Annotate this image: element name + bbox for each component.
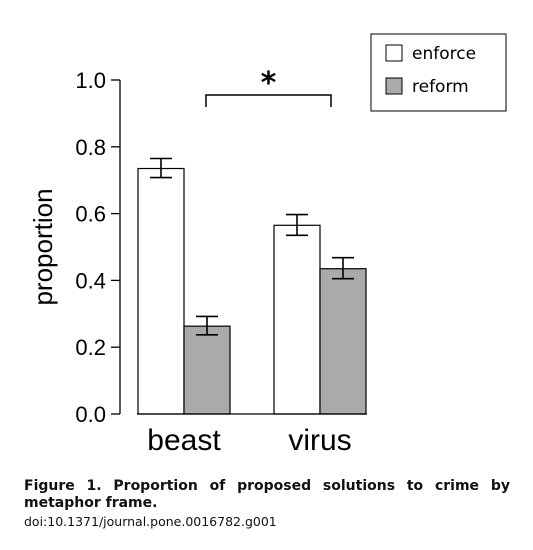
legend-label-reform: reform <box>412 77 469 97</box>
x-tick-label-beast: beast <box>147 424 221 457</box>
y-tick-label-5: 1.0 <box>75 68 106 93</box>
bar-enforce-beast <box>137 167 185 415</box>
significance-marker: * <box>261 66 277 101</box>
x-tick-label-virus: virus <box>288 424 351 457</box>
figure-caption: Figure 1. Proportion of proposed solutio… <box>24 478 510 530</box>
y-tick-label-0: 0.0 <box>75 402 106 427</box>
y-axis-label: proportion <box>28 188 58 305</box>
y-tick-label-3: 0.6 <box>75 202 106 227</box>
y-axis: 0.0 0.2 0.4 0.6 0.8 1.0 proportion <box>28 68 121 427</box>
caption-title: Figure 1. Proportion of proposed solutio… <box>24 478 510 511</box>
bars <box>137 167 367 415</box>
legend-swatch-enforce <box>385 44 403 62</box>
y-tick-label-2: 0.4 <box>75 268 106 293</box>
caption-doi: doi:10.1371/journal.pone.0016782.g001 <box>24 514 277 529</box>
y-tick-label-4: 0.8 <box>75 135 106 160</box>
error-bars <box>150 157 354 336</box>
bar-reform-beast <box>183 325 231 415</box>
x-axis: beast virus <box>137 413 367 457</box>
significance-bracket: * <box>205 66 332 107</box>
y-tick-label-1: 0.2 <box>75 335 106 360</box>
bar-reform-virus <box>319 268 367 415</box>
legend: enforce reform <box>370 33 507 112</box>
bar-enforce-virus <box>273 224 321 415</box>
legend-swatch-reform <box>385 77 403 95</box>
significance-bracket-line <box>205 94 332 107</box>
legend-label-enforce: enforce <box>412 44 476 64</box>
